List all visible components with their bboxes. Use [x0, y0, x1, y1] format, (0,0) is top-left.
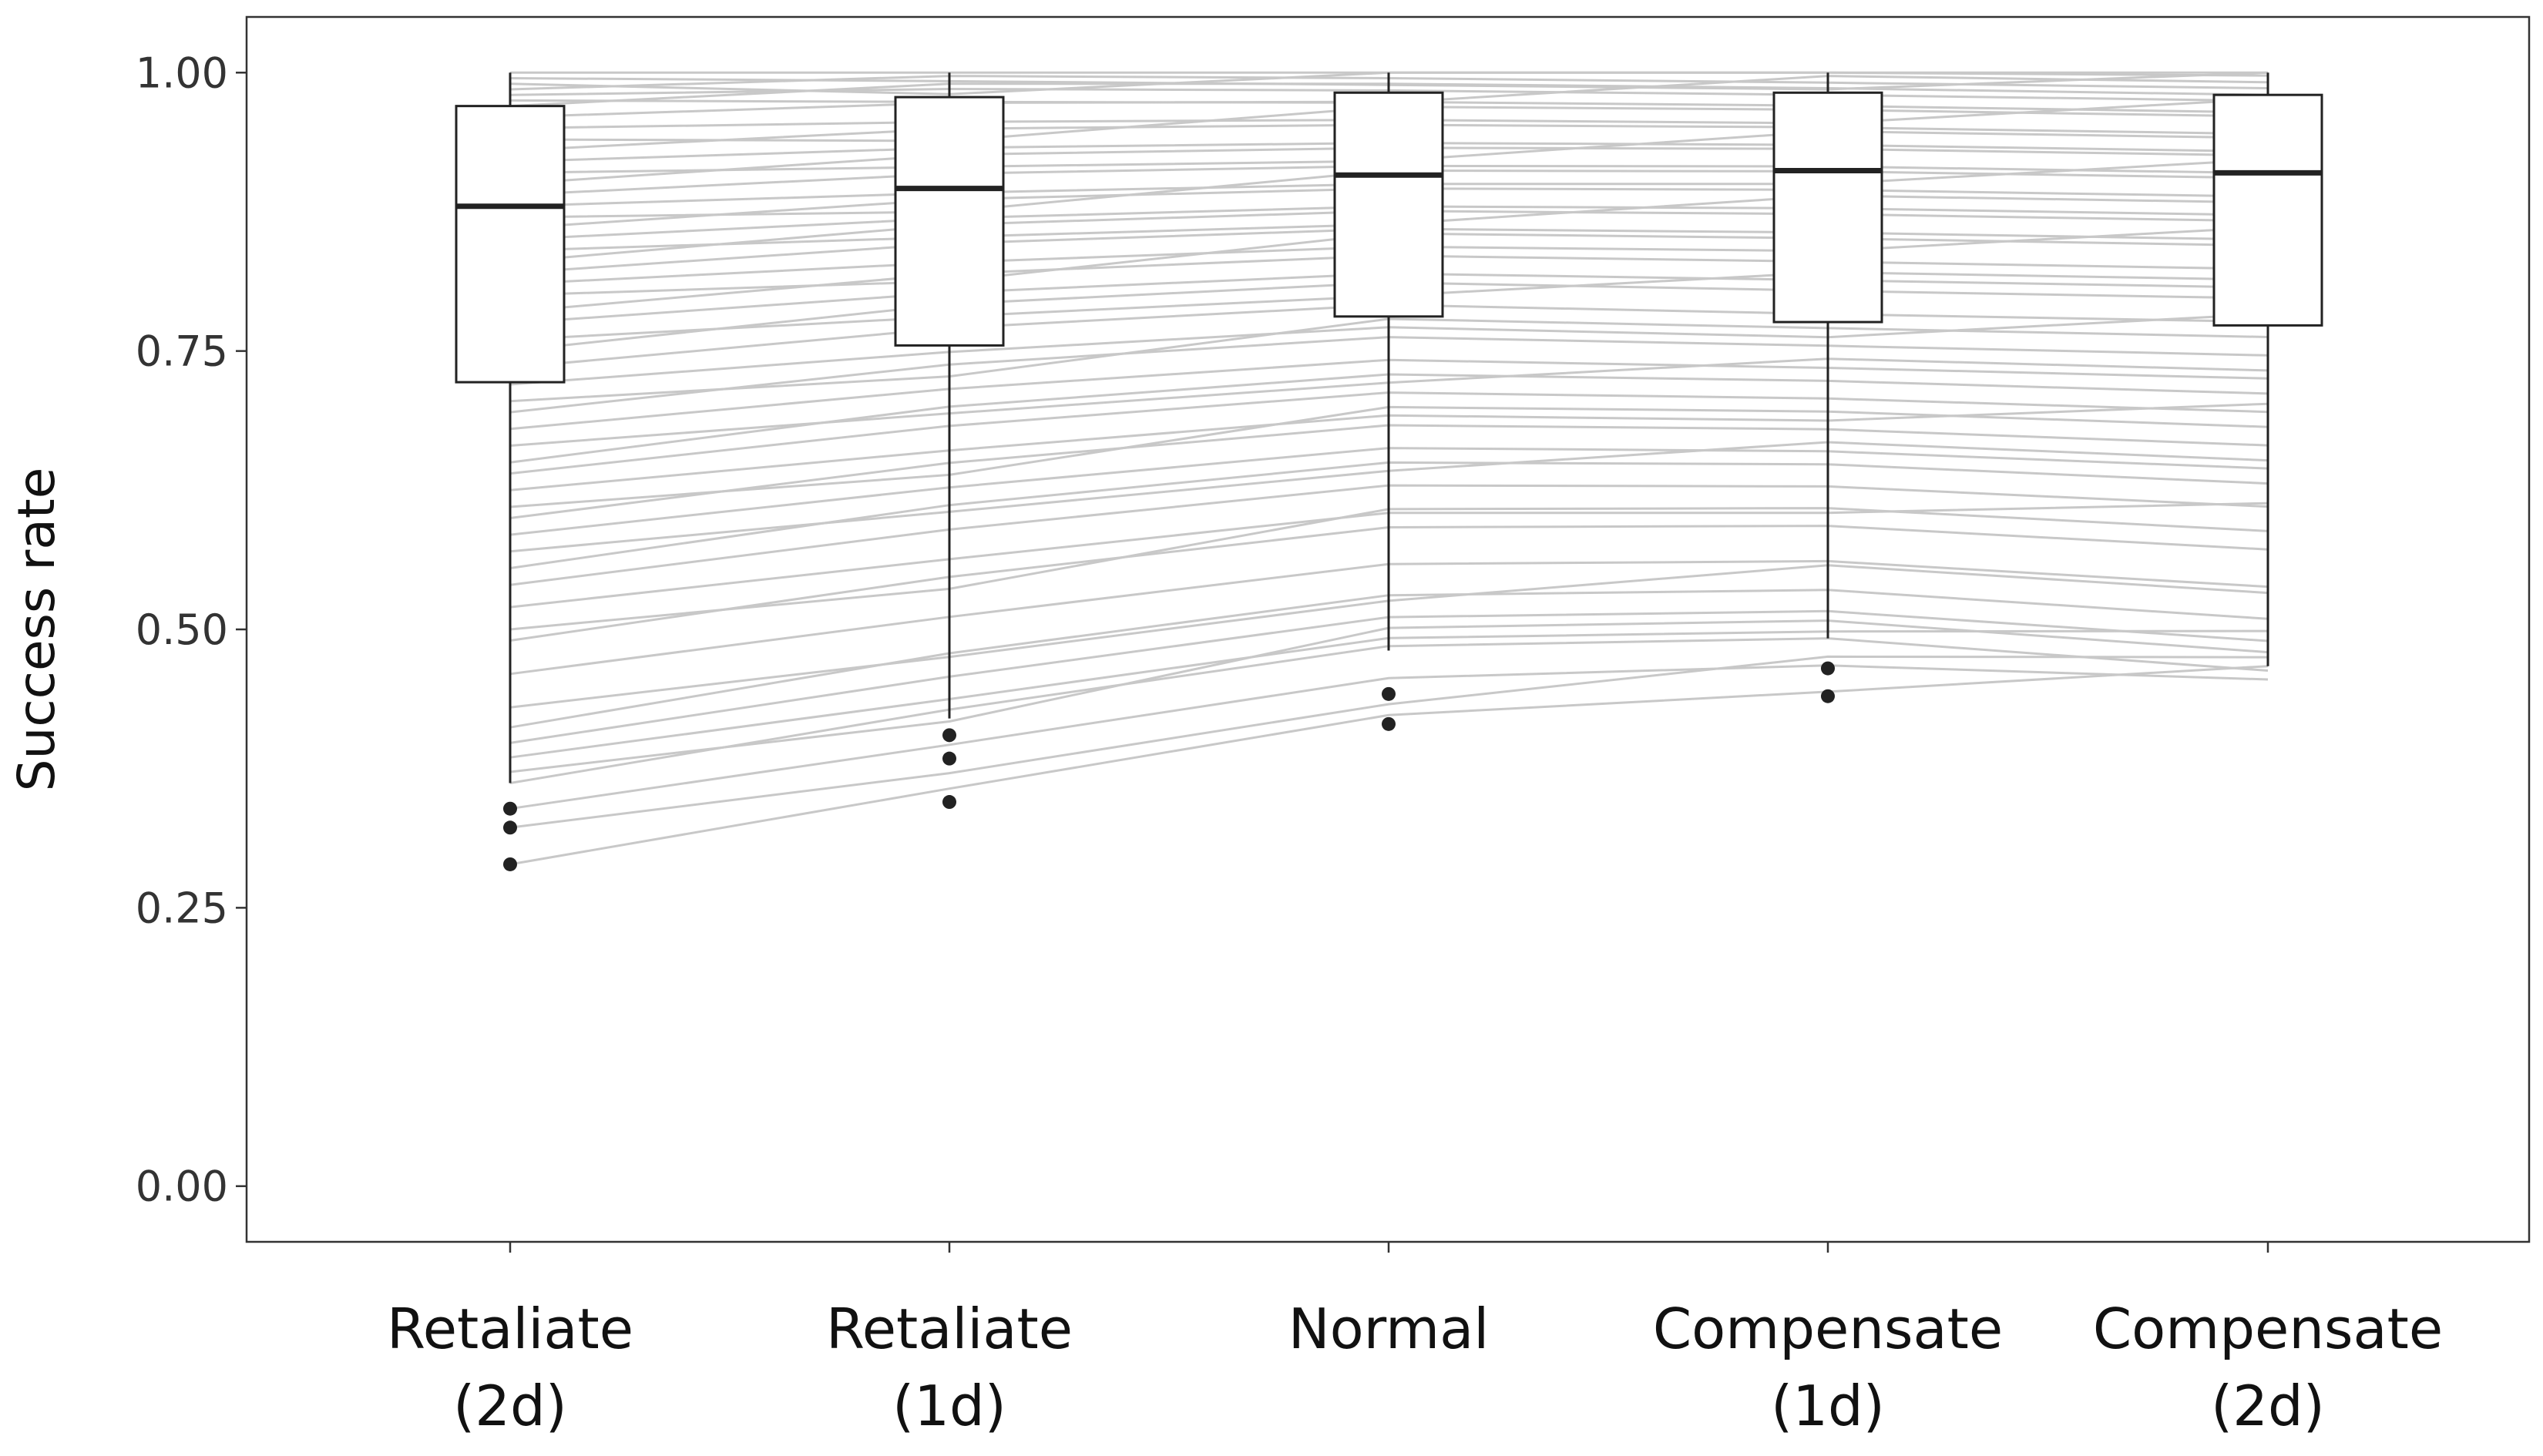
box-2 — [894, 72, 1005, 810]
outlier-point — [942, 728, 956, 743]
outlier-point — [503, 801, 517, 816]
box-5 — [2212, 72, 2323, 666]
x-category-label: Retaliate — [826, 1297, 1073, 1361]
x-category-sublabel: (2d) — [453, 1374, 567, 1438]
x-category-sublabel: (1d) — [1771, 1374, 1885, 1438]
y-tick-label: 0.75 — [136, 327, 228, 376]
subject-line — [509, 665, 2269, 866]
subject-line — [509, 664, 2269, 810]
x-category-label: Normal — [1288, 1297, 1490, 1361]
y-axis: 0.00 0.25 0.50 0.75 1.00 — [136, 49, 247, 1211]
box-body — [1772, 91, 1883, 324]
box-body — [894, 96, 1005, 347]
y-tick-label: 0.25 — [136, 884, 228, 932]
box-body — [2212, 93, 2323, 327]
x-category-label: Compensate — [1653, 1297, 2003, 1361]
box-4 — [1772, 72, 1883, 703]
subject-line — [509, 655, 2269, 829]
boxplot-layer — [455, 72, 2323, 871]
outlier-point — [1382, 716, 1396, 731]
y-tick-label: 1.00 — [136, 49, 228, 97]
outlier-point — [1821, 661, 1835, 676]
box-1 — [455, 72, 566, 871]
outlier-point — [1382, 686, 1396, 701]
box-3 — [1333, 72, 1444, 731]
outlier-point — [1821, 689, 1835, 703]
outlier-point — [503, 857, 517, 871]
x-category-label: Retaliate — [387, 1297, 633, 1361]
y-tick-label: 0.50 — [136, 606, 228, 654]
outlier-point — [942, 795, 956, 810]
x-axis: Retaliate (2d) Retaliate (1d) Normal Compensa… — [387, 1242, 2443, 1438]
y-axis-title: Success rate — [7, 468, 66, 792]
outlier-point — [942, 751, 956, 766]
outlier-point — [503, 820, 517, 835]
box-body — [455, 105, 566, 384]
box-body — [1333, 91, 1444, 318]
x-category-label: Compensate — [2093, 1297, 2443, 1361]
x-category-sublabel: (1d) — [892, 1374, 1006, 1438]
x-category-sublabel: (2d) — [2211, 1374, 2325, 1438]
y-tick-label: 0.00 — [136, 1162, 228, 1211]
